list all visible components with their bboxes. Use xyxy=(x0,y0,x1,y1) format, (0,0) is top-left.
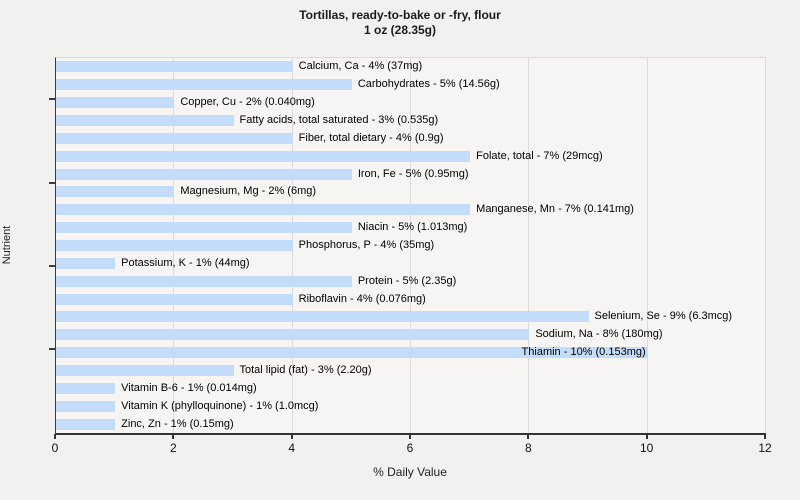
bar-label: Manganese, Mn - 7% (0.141mg) xyxy=(476,203,634,216)
bar-label: Protein - 5% (2.35g) xyxy=(357,274,457,287)
bar-label: Magnesium, Mg - 2% (6mg) xyxy=(180,185,317,198)
y-axis-tick xyxy=(49,265,55,268)
bar-label: Phosphorus, P - 4% (35mg) xyxy=(298,239,435,252)
gridline-x8 xyxy=(528,58,530,433)
bar-label: Fatty acids, total saturated - 3% (0.535… xyxy=(239,114,439,126)
bar-label: Copper, Cu - 2% (0.040mg) xyxy=(180,96,315,109)
plot-area: Calcium, Ca - 4% (37mg) Carbohydrates - 5… xyxy=(49,57,766,435)
x-axis-tick-label: 2 xyxy=(169,441,177,455)
bar-row: Total lipid (fat) - 3% (2.20g) xyxy=(56,362,766,380)
bar-label: Potassium, K - 1% (44mg) xyxy=(121,256,250,269)
bar: Thiamin - 10% (0.153mg) xyxy=(56,346,648,359)
bar-row: Zinc, Zn - 1% (0.15mg) xyxy=(56,415,766,433)
bar-row: Potassium, K - 1% (44mg) xyxy=(56,254,766,272)
y-axis-tick xyxy=(49,97,55,100)
bar-rows: Calcium, Ca - 4% (37mg) Carbohydrates - 5… xyxy=(56,58,766,433)
bar-row: Fiber, total dietary - 4% (0.9g) xyxy=(56,129,766,147)
bar-row: Iron, Fe - 5% (0.95mg) xyxy=(56,165,766,183)
bar-label: Thiamin - 10% (0.153mg) xyxy=(521,346,646,359)
x-axis-tick xyxy=(645,434,648,439)
bar xyxy=(56,400,116,412)
chart-title: Tortillas, ready-to-bake or -fry, flour … xyxy=(0,8,800,38)
bar-row: Vitamin K (phylloquinone) - 1% (1.0mcg) xyxy=(56,397,766,415)
bar xyxy=(56,257,116,269)
bar xyxy=(56,329,530,341)
bar-label: Folate, total - 7% (29mcg) xyxy=(476,149,603,162)
bar xyxy=(56,132,293,144)
x-axis-tick-label: 6 xyxy=(406,441,414,455)
bar-label: Carbohydrates - 5% (14.56g) xyxy=(357,78,500,91)
bar-row: Selenium, Se - 9% (6.3mcg) xyxy=(56,308,766,326)
bar-row: Magnesium, Mg - 2% (6mg) xyxy=(56,183,766,201)
bar-row: Fatty acids, total saturated - 3% (0.535… xyxy=(56,112,766,130)
x-axis-tick xyxy=(764,434,766,439)
x-axis-tick-label: 0 xyxy=(51,441,59,455)
bar xyxy=(56,418,116,430)
chart-title-line2: 1 oz (28.35g) xyxy=(363,23,437,37)
bar xyxy=(56,150,471,162)
x-axis-tick-label: 4 xyxy=(288,441,295,455)
bar xyxy=(56,115,234,126)
bar-label: Fiber, total dietary - 4% (0.9g) xyxy=(298,131,444,144)
bar xyxy=(56,97,175,109)
bar-row: Phosphorus, P - 4% (35mg) xyxy=(56,237,766,255)
bar-label: Zinc, Zn - 1% (0.15mg) xyxy=(121,417,234,430)
y-axis-title: Nutrient xyxy=(1,225,13,265)
x-axis-tick-label: 10 xyxy=(639,441,654,455)
bar xyxy=(56,168,352,180)
gridline-x12 xyxy=(765,58,766,433)
bar-row: Carbohydrates - 5% (14.56g) xyxy=(56,76,766,94)
bar-row: Niacin - 5% (1.013mg) xyxy=(56,219,766,237)
x-axis-tick xyxy=(409,434,411,439)
bar-row: Folate, total - 7% (29mcg) xyxy=(56,147,766,165)
bar-label: Total lipid (fat) - 3% (2.20g) xyxy=(239,364,372,377)
x-axis-tick xyxy=(290,434,293,439)
bar xyxy=(56,365,234,377)
chart-title-line1: Tortillas, ready-to-bake or -fry, flour xyxy=(299,8,501,22)
x-axis-tick xyxy=(527,434,530,439)
x-axis-title: % Daily Value xyxy=(373,465,447,479)
bar-label: Riboflavin - 4% (0.076mg) xyxy=(298,292,426,305)
bar xyxy=(56,222,352,234)
bar xyxy=(56,293,293,305)
gridline-x6 xyxy=(410,58,411,433)
bar xyxy=(56,186,175,198)
bar-row: Thiamin - 10% (0.153mg) xyxy=(56,344,766,362)
x-axis-tick-label: 8 xyxy=(524,441,532,455)
y-axis-tick xyxy=(49,348,55,350)
bar xyxy=(56,382,116,394)
bar-row: Vitamin B-6 - 1% (0.014mg) xyxy=(56,379,766,397)
bar-label: Selenium, Se - 9% (6.3mcg) xyxy=(594,310,733,323)
bar-row: Protein - 5% (2.35g) xyxy=(56,272,766,290)
bar-label: Niacin - 5% (1.013mg) xyxy=(357,221,468,234)
bar xyxy=(56,275,352,287)
bar-row: Sodium, Na - 8% (180mg) xyxy=(56,326,766,344)
bar-label: Sodium, Na - 8% (180mg) xyxy=(535,328,663,341)
bar-label: Iron, Fe - 5% (0.95mg) xyxy=(357,167,469,180)
bar-row: Manganese, Mn - 7% (0.141mg) xyxy=(56,201,766,219)
bar xyxy=(56,204,471,216)
gridline-x10 xyxy=(646,58,648,433)
bar-row: Riboflavin - 4% (0.076mg) xyxy=(56,290,766,308)
bar-row: Calcium, Ca - 4% (37mg) xyxy=(56,58,766,76)
x-axis-tick-label: 12 xyxy=(758,441,772,455)
bar xyxy=(56,79,352,91)
bar-label: Vitamin B-6 - 1% (0.014mg) xyxy=(121,381,257,394)
bar-label: Vitamin K (phylloquinone) - 1% (1.0mcg) xyxy=(121,399,319,412)
bar-label: Calcium, Ca - 4% (37mg) xyxy=(298,60,423,73)
y-axis-tick xyxy=(49,181,55,184)
bar xyxy=(56,311,589,323)
bar-row: Copper, Cu - 2% (0.040mg) xyxy=(56,94,766,112)
bar xyxy=(56,61,293,73)
x-axis-tick xyxy=(172,434,175,439)
x-axis-tick xyxy=(54,434,56,439)
bar xyxy=(56,240,293,252)
